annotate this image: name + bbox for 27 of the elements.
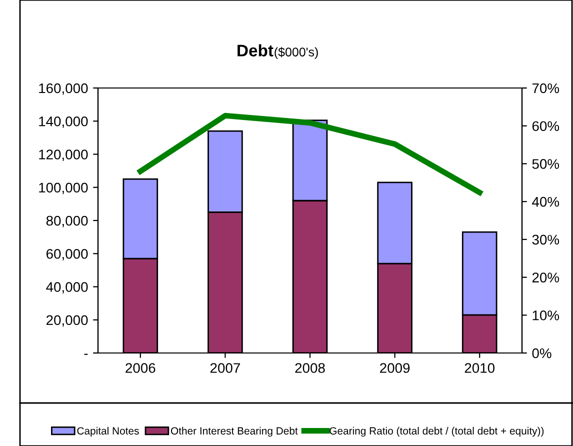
legend-label: Other Interest Bearing Debt xyxy=(170,426,298,437)
chart-title: Debt xyxy=(238,44,274,56)
x-tick-label: 2006 xyxy=(126,363,156,373)
y-tick-label: 140,000 xyxy=(39,116,88,128)
y2-tick-label: 20% xyxy=(532,272,560,282)
x-tick-label: 2009 xyxy=(380,363,410,373)
y2-tick-label: 70% xyxy=(532,83,560,94)
y-tick-label: 100,000 xyxy=(39,182,88,194)
y-tick-label: 80,000 xyxy=(46,216,88,228)
y2-tick-label: 0% xyxy=(532,348,552,358)
y2-tick-label: 10% xyxy=(532,310,560,320)
y-tick-label: 40,000 xyxy=(46,282,88,294)
y2-tick-label: 40% xyxy=(532,196,560,207)
x-tick-label: 2007 xyxy=(210,363,240,373)
x-tick-label: 2010 xyxy=(464,363,495,373)
y2-tick-label: 30% xyxy=(532,234,560,245)
legend-label: Capital Notes xyxy=(77,426,139,437)
chart-subtitle: ($000's) xyxy=(274,47,318,59)
y2-tick-label: 60% xyxy=(532,121,560,132)
y-tick-label: 120,000 xyxy=(39,150,88,162)
y-tick-label: 20,000 xyxy=(46,315,88,327)
x-tick-label: 2008 xyxy=(295,363,325,373)
y2-tick-label: 50% xyxy=(532,159,560,169)
y-tick-label: 60,000 xyxy=(46,248,88,260)
y-tick-label: 160,000 xyxy=(39,83,88,95)
legend-label: Gearing Ratio (total debt / (total debt + equity)) xyxy=(330,426,544,437)
y-tick-label: - xyxy=(84,354,88,355)
